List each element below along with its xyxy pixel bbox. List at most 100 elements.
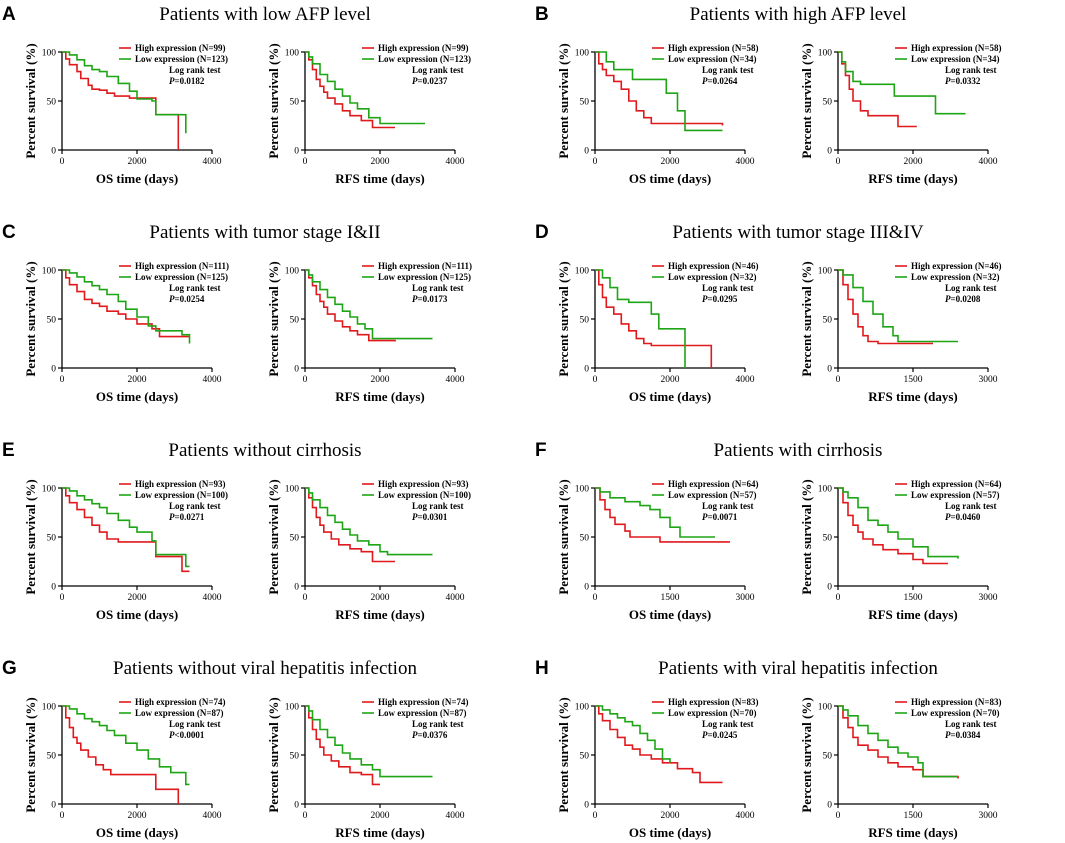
x-tick-label: 1500 (904, 811, 923, 821)
panel-h: H Patients with viral hepatitis infection… (535, 658, 1001, 840)
p-value: P=0.0295 (702, 294, 738, 304)
y-tick-label: 0 (827, 147, 832, 157)
x-tick-label: 2000 (661, 375, 680, 385)
panel-title: Patients without viral hepatitis infecti… (113, 658, 417, 679)
y-tick-label: 50 (47, 534, 57, 544)
y-axis-title: Percent survival (%) (266, 43, 281, 158)
p-value: P=0.0384 (945, 730, 981, 740)
x-axis-title: OS time (days) (629, 171, 711, 186)
survival-curve-high (62, 51, 180, 150)
y-axis-title: Percent survival (%) (556, 697, 571, 812)
y-axis-title: Percent survival (%) (799, 43, 814, 158)
panel-f: F Patients with cirrhosis 0 50 100 0 1500 3000 O… (535, 440, 1001, 622)
km-plot-rfs: 0 50 100 0 2000 4000 RFS time (days) Percent su… (266, 261, 472, 404)
legend-label: Low expression (N=125) (135, 272, 228, 282)
y-tick-label: 0 (827, 365, 832, 375)
legend-label: High expression (N=58) (668, 43, 758, 53)
x-axis-title: RFS time (days) (335, 389, 425, 404)
x-tick-label: 0 (593, 157, 598, 167)
legend-label: High expression (N=46) (668, 261, 758, 271)
x-axis-title: RFS time (days) (335, 607, 425, 622)
survival-curve-high (305, 269, 396, 342)
log-rank-label: Log rank test (169, 283, 221, 293)
log-rank-label: Log rank test (169, 501, 221, 511)
x-axis-title: RFS time (days) (335, 171, 425, 186)
y-tick-label: 0 (51, 801, 56, 811)
km-plot-os: 0 50 100 0 1500 3000 OS time (days) Percent sur… (556, 479, 758, 622)
panel-g: G Patients without viral hepatitis infect… (2, 658, 468, 840)
y-tick-label: 0 (584, 583, 589, 593)
log-rank-label: Log rank test (702, 501, 754, 511)
survival-curve-high (305, 705, 380, 786)
legend-label: Low expression (N=32) (911, 272, 999, 282)
y-tick-label: 100 (42, 49, 57, 59)
x-tick-label: 4000 (203, 593, 222, 603)
y-axis-title: Percent survival (%) (266, 479, 281, 594)
y-tick-label: 100 (818, 49, 833, 59)
x-tick-label: 3000 (979, 811, 998, 821)
x-axis-title: OS time (days) (629, 389, 711, 404)
x-tick-label: 3000 (736, 593, 755, 603)
km-plot-rfs: 0 50 100 0 1500 3000 RFS time (days) Percent su… (799, 479, 1001, 622)
panel-letter: A (2, 4, 16, 25)
km-plot-os: 0 50 100 0 2000 4000 OS time (days) Percent sur… (23, 261, 229, 404)
survival-curve-low (838, 487, 959, 559)
legend-label: High expression (N=111) (378, 261, 472, 271)
x-tick-label: 2000 (371, 375, 390, 385)
y-axis-title: Percent survival (%) (556, 43, 571, 158)
legend-label: High expression (N=93) (378, 479, 468, 489)
log-rank-label: Log rank test (702, 719, 754, 729)
y-tick-label: 50 (290, 534, 300, 544)
x-axis-title: RFS time (days) (868, 171, 958, 186)
x-tick-label: 4000 (736, 375, 755, 385)
p-value: P<0.0001 (169, 730, 205, 740)
y-tick-label: 100 (285, 267, 300, 277)
x-tick-label: 0 (836, 811, 841, 821)
x-tick-label: 4000 (203, 811, 222, 821)
panel-c: C Patients with tumor stage I&II 0 50 100 0 20… (2, 222, 472, 404)
y-tick-label: 50 (823, 534, 833, 544)
log-rank-label: Log rank test (702, 283, 754, 293)
x-tick-label: 1500 (904, 375, 923, 385)
y-tick-label: 50 (580, 98, 590, 108)
y-tick-label: 50 (290, 752, 300, 762)
survival-curve-high (595, 487, 730, 543)
legend-label: Low expression (N=123) (135, 54, 228, 64)
log-rank-label: Log rank test (412, 719, 464, 729)
y-axis-title: Percent survival (%) (799, 261, 814, 376)
x-tick-label: 2000 (128, 811, 147, 821)
x-tick-label: 4000 (203, 157, 222, 167)
y-axis-title: Percent survival (%) (556, 261, 571, 376)
y-axis-title: Percent survival (%) (799, 479, 814, 594)
km-plot-os: 0 50 100 0 2000 4000 OS time (days) Percent sur… (556, 43, 758, 186)
x-tick-label: 4000 (979, 157, 998, 167)
survival-curve-high (62, 705, 180, 804)
survival-curve-low (595, 487, 715, 538)
km-plot-os: 0 50 100 0 2000 4000 OS time (days) Percent sur… (556, 697, 758, 840)
panel-e: E Patients without cirrhosis 0 50 100 0 2000 40… (2, 440, 471, 622)
log-rank-label: Log rank test (702, 65, 754, 75)
log-rank-label: Log rank test (945, 283, 997, 293)
survival-curve-low (305, 487, 433, 556)
y-axis-title: Percent survival (%) (266, 697, 281, 812)
p-value: P=0.0332 (945, 76, 981, 86)
legend-label: Low expression (N=125) (378, 272, 471, 282)
survival-curve-high (595, 51, 724, 126)
legend-label: High expression (N=93) (135, 479, 225, 489)
survival-curve-low (595, 51, 723, 132)
x-tick-label: 4000 (446, 811, 465, 821)
legend-label: High expression (N=74) (135, 697, 225, 707)
y-tick-label: 100 (818, 485, 833, 495)
x-axis-title: OS time (days) (96, 389, 178, 404)
x-tick-label: 0 (60, 593, 65, 603)
x-tick-label: 2000 (128, 593, 147, 603)
legend-label: High expression (N=83) (911, 697, 1001, 707)
y-axis-title: Percent survival (%) (556, 479, 571, 594)
x-tick-label: 1500 (904, 593, 923, 603)
x-tick-label: 4000 (446, 593, 465, 603)
y-tick-label: 0 (584, 365, 589, 375)
survival-curve-low (595, 705, 671, 763)
y-tick-label: 50 (580, 534, 590, 544)
km-plot-rfs: 0 50 100 0 2000 4000 RFS time (days) Percent su… (266, 697, 468, 840)
log-rank-label: Log rank test (169, 719, 221, 729)
